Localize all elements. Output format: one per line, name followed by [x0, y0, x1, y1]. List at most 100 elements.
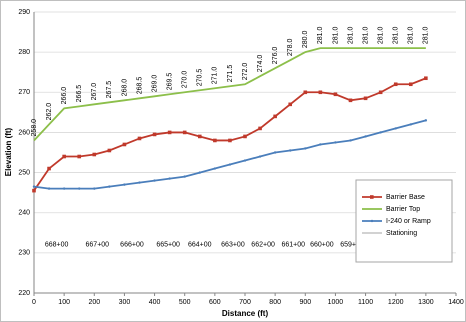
point: [228, 163, 232, 166]
legend-box: [355, 179, 453, 263]
data-label: 271.5: [227, 65, 234, 83]
data-label: 281.0: [393, 27, 400, 45]
data-label: 271.0: [212, 67, 219, 85]
data-label: 281.0: [362, 27, 369, 45]
data-label: 268.0: [121, 79, 128, 97]
legend-marker: [370, 195, 374, 199]
point: [409, 123, 412, 126]
point: [152, 132, 157, 137]
y-tick-label: 270: [18, 89, 30, 96]
data-label: 665+00: [156, 242, 180, 249]
data-label: 272.0: [242, 63, 249, 81]
data-label: 270.0: [182, 71, 189, 89]
point: [243, 159, 247, 162]
data-label: 281.0: [317, 27, 324, 45]
point: [77, 154, 82, 159]
point: [198, 171, 201, 174]
x-tick-label: 1200: [388, 299, 404, 306]
point: [123, 183, 126, 186]
x-tick-label: 0: [32, 299, 36, 306]
data-label: 660+00: [310, 242, 334, 249]
point: [138, 181, 141, 184]
point: [93, 187, 96, 190]
y-tick-label: 290: [18, 9, 30, 16]
point: [62, 154, 66, 159]
y-axis-title: Elevation (ft): [4, 127, 13, 176]
point: [273, 151, 277, 154]
point: [258, 126, 262, 131]
point: [289, 149, 292, 152]
data-label: 270.5: [197, 69, 204, 87]
point: [108, 185, 111, 188]
data-label: 664+00: [188, 242, 212, 249]
x-tick-label: 800: [269, 299, 281, 306]
point: [394, 127, 397, 130]
point: [78, 187, 81, 190]
point: [92, 152, 97, 157]
x-tick-label: 1000: [328, 299, 344, 306]
data-label: 278.0: [287, 39, 294, 57]
data-label: 281.0: [423, 27, 430, 45]
point: [363, 96, 368, 101]
point: [213, 138, 217, 143]
point: [228, 138, 232, 143]
y-tick-label: 260: [18, 129, 30, 136]
point: [333, 92, 338, 97]
point: [393, 82, 398, 87]
data-label: 281.0: [332, 27, 339, 45]
x-tick-label: 900: [299, 299, 311, 306]
y-tick-label: 280: [18, 49, 30, 56]
x-tick-label: 1100: [358, 299, 373, 306]
point: [424, 76, 428, 81]
point: [288, 102, 293, 107]
data-label: 269.0: [151, 75, 158, 93]
data-label: 266.5: [76, 85, 83, 103]
x-tick-label: 1300: [418, 299, 434, 306]
x-tick-label: 1400: [448, 299, 464, 306]
x-axis-title: Distance (ft): [222, 309, 269, 318]
legend-label: Barrier Top: [386, 206, 420, 213]
data-label: 268.5: [136, 77, 143, 95]
point: [243, 134, 247, 139]
x-tick-label: 700: [239, 299, 251, 306]
point: [213, 167, 217, 170]
y-tick-label: 220: [18, 290, 30, 297]
point: [304, 147, 307, 150]
point: [424, 119, 428, 122]
point: [182, 130, 187, 135]
data-label: 280.0: [302, 31, 309, 49]
series-line: [33, 47, 426, 142]
x-tick-label: 400: [149, 299, 161, 306]
legend-marker: [370, 219, 374, 223]
x-tick-label: 100: [58, 299, 70, 306]
point: [348, 98, 353, 103]
data-label: 666+00: [120, 242, 144, 249]
point: [258, 155, 262, 158]
x-tick-label: 300: [119, 299, 131, 306]
data-label: 659+00: [340, 242, 364, 249]
point: [47, 166, 51, 171]
data-label: 276.0: [272, 47, 279, 65]
point: [379, 131, 382, 134]
y-tick-label: 250: [18, 169, 30, 176]
y-tick-label: 230: [18, 250, 30, 257]
legend-label: Stationing: [386, 230, 417, 237]
legend-label: I-240 or Ramp: [386, 218, 431, 225]
point: [153, 179, 156, 182]
data-label: 267.0: [91, 83, 98, 101]
point: [364, 135, 367, 138]
point: [318, 90, 323, 95]
data-label: 668+00: [45, 242, 69, 249]
data-label: 662+00: [251, 242, 275, 249]
x-tick-label: 200: [88, 299, 100, 306]
point: [137, 136, 142, 141]
point: [349, 139, 352, 142]
point: [408, 82, 413, 87]
point: [319, 143, 322, 146]
point: [62, 187, 66, 190]
point: [303, 90, 308, 95]
point: [47, 187, 51, 190]
x-tick-label: 500: [179, 299, 191, 306]
